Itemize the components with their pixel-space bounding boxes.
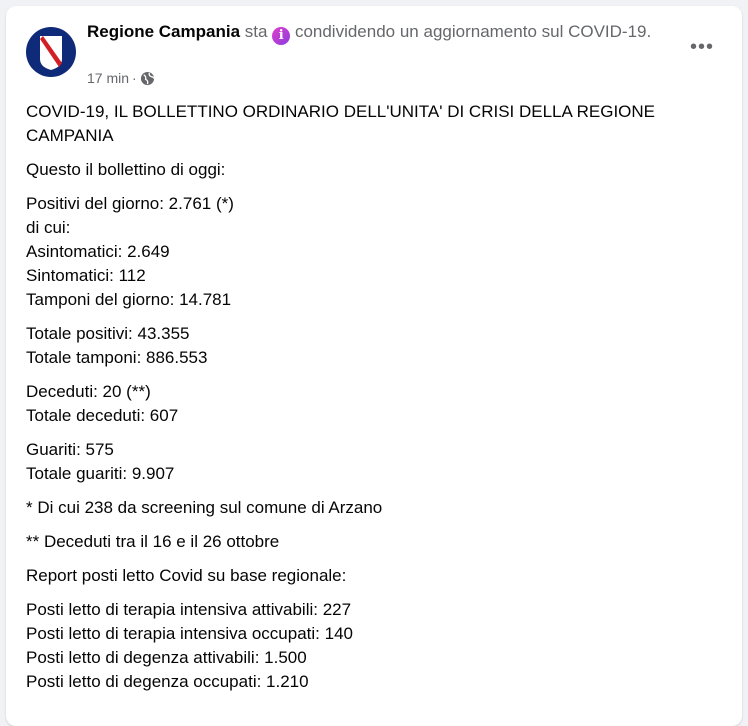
post-card: Regione Campania sta i condividendo un a… — [6, 6, 742, 726]
post-line: Sintomatici: 112 — [26, 266, 146, 285]
post-line: Tamponi del giorno: 14.781 — [26, 290, 232, 309]
post-line: di cui: — [26, 218, 71, 237]
post-line: Posti letto di degenza attivabili: 1.500 — [26, 648, 307, 667]
post-paragraph: ** Deceduti tra il 16 e il 26 ottobre — [26, 530, 716, 554]
avatar[interactable] — [26, 27, 76, 77]
post-body: COVID-19, IL BOLLETTINO ORDINARIO DELL'U… — [26, 100, 716, 704]
timestamp[interactable]: 17 min — [87, 70, 130, 86]
post-line: Totale positivi: 43.355 — [26, 324, 190, 343]
post-paragraph: Questo il bollettino di oggi: — [26, 158, 716, 182]
more-options-button[interactable]: ••• — [689, 36, 714, 58]
post-line: Posti letto di degenza occupati: 1.210 — [26, 672, 309, 691]
post-line: COVID-19, IL BOLLETTINO ORDINARIO DELL'U… — [26, 102, 656, 145]
post-line: Asintomatici: 2.649 — [26, 242, 170, 261]
post-line: Totale deceduti: 607 — [26, 406, 179, 425]
post-line: Totale guariti: 9.907 — [26, 464, 175, 483]
post-line: Posti letto di terapia intensiva occupat… — [26, 624, 353, 643]
post-paragraph: COVID-19, IL BOLLETTINO ORDINARIO DELL'U… — [26, 100, 716, 148]
globe-icon — [140, 71, 155, 85]
info-icon: i — [272, 27, 291, 45]
regione-campania-logo — [40, 36, 62, 70]
post-meta: 17 min · — [87, 70, 155, 86]
verb: sta — [244, 22, 268, 41]
post-line: Positivi del giorno: 2.761 (*) — [26, 194, 234, 213]
activity-text: condividendo un aggiornamento sul COVID-… — [294, 22, 652, 41]
post-line: ** Deceduti tra il 16 e il 26 ottobre — [26, 532, 280, 551]
post-header: Regione Campania sta i condividendo un a… — [87, 20, 687, 45]
post-line: Guariti: 575 — [26, 440, 114, 459]
post-paragraph: Report posti letto Covid su base regiona… — [26, 564, 716, 588]
post-paragraph: Posti letto di terapia intensiva attivab… — [26, 598, 716, 694]
post-line: Report posti letto Covid su base regiona… — [26, 566, 347, 585]
post-line: Deceduti: 20 (**) — [26, 382, 151, 401]
post-line: Posti letto di terapia intensiva attivab… — [26, 600, 352, 619]
author-name[interactable]: Regione Campania — [87, 22, 241, 41]
post-paragraph: Guariti: 575 Totale guariti: 9.907 — [26, 438, 716, 486]
post-paragraph: * Di cui 238 da screening sul comune di … — [26, 496, 716, 520]
post-paragraph: Deceduti: 20 (**) Totale deceduti: 607 — [26, 380, 716, 428]
post-line: Questo il bollettino di oggi: — [26, 160, 226, 179]
post-paragraph: Positivi del giorno: 2.761 (*) di cui: Asi… — [26, 192, 716, 312]
post-paragraph: Totale positivi: 43.355 Totale tamponi: 8… — [26, 322, 716, 370]
post-line: * Di cui 238 da screening sul comune di … — [26, 498, 383, 517]
post-line: Totale tamponi: 886.553 — [26, 348, 208, 367]
separator: · — [132, 70, 137, 86]
